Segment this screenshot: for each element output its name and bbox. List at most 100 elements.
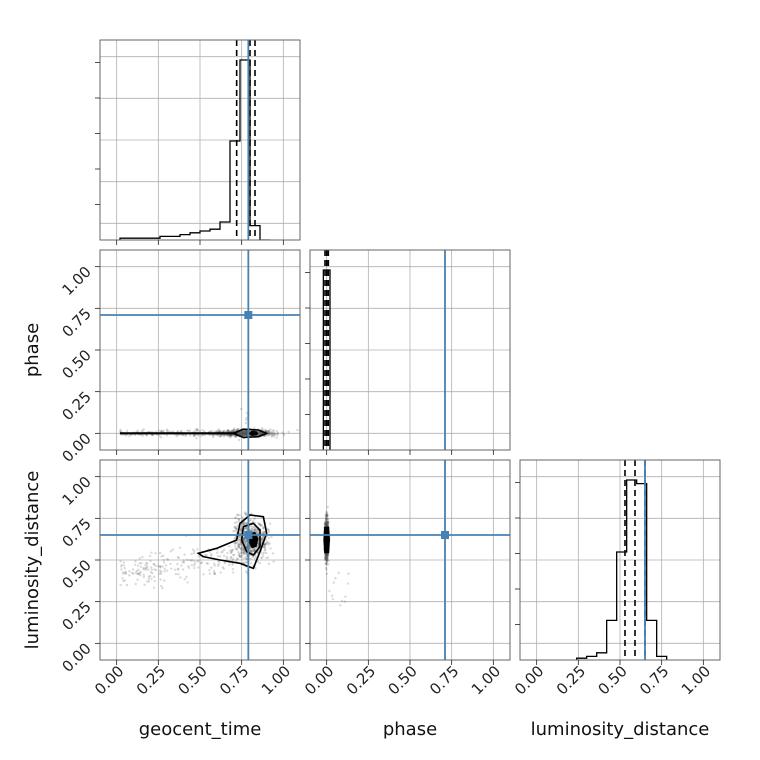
sample-point — [324, 562, 328, 566]
sample-point — [239, 546, 242, 549]
sample-point — [326, 518, 329, 521]
sample-point — [252, 549, 255, 553]
sample-point — [260, 556, 263, 559]
sample-point — [237, 432, 241, 435]
sample-point — [221, 566, 225, 569]
sample-point — [327, 521, 330, 524]
sample-point — [326, 552, 330, 556]
sample-point — [217, 429, 221, 433]
sample-point — [241, 431, 245, 434]
sample-point — [327, 553, 330, 556]
sample-point — [242, 551, 245, 554]
contour-core — [248, 430, 259, 436]
sample-point — [229, 555, 233, 559]
sample-point — [267, 530, 270, 534]
sample-point — [248, 547, 252, 550]
x-tick-label: 0.25 — [553, 662, 589, 698]
sample-point — [245, 561, 248, 564]
sample-point — [134, 563, 137, 566]
sample-point — [324, 556, 328, 559]
sample-point — [273, 432, 276, 435]
sample-point — [227, 430, 230, 433]
sample-point — [325, 523, 328, 526]
sample-point — [237, 550, 240, 554]
x-tick-label: 0.75 — [216, 662, 252, 698]
y-tick-label: 0.00 — [58, 429, 94, 465]
sample-point — [325, 558, 329, 562]
sample-point — [325, 524, 329, 528]
sample-point — [134, 571, 137, 574]
sample-point — [257, 542, 260, 546]
sample-point — [229, 434, 233, 438]
sample-point — [239, 551, 243, 554]
sample-point — [244, 433, 248, 436]
sample-point — [260, 539, 263, 542]
sample-point — [262, 526, 265, 529]
sample-point — [121, 577, 124, 580]
sample-point — [267, 429, 271, 433]
sample-point — [258, 431, 261, 434]
sample-point — [230, 434, 233, 437]
sample-point — [245, 527, 248, 530]
sample-point — [243, 432, 247, 436]
sample-point — [152, 575, 156, 579]
sample-point — [218, 435, 222, 438]
sample-point — [234, 516, 237, 520]
sample-point — [169, 550, 173, 553]
y-tick-label: 0.25 — [58, 598, 94, 634]
sample-point — [325, 552, 328, 556]
sample-point — [231, 571, 235, 574]
sample-point — [233, 529, 237, 533]
sample-point — [248, 546, 252, 550]
sample-point — [244, 543, 248, 547]
sample-point — [136, 564, 140, 567]
sample-point — [267, 562, 271, 565]
x-tick-label: 0.50 — [384, 662, 420, 698]
sample-point — [144, 564, 147, 567]
sample-point — [121, 572, 125, 575]
sample-point — [235, 520, 238, 524]
sample-point — [216, 564, 220, 567]
sample-point — [197, 566, 200, 569]
sample-point — [258, 433, 261, 436]
sample-point — [235, 559, 238, 563]
sample-point — [325, 524, 328, 527]
sample-point — [120, 565, 123, 568]
sample-point — [243, 432, 246, 436]
sample-point — [195, 428, 199, 432]
sample-point — [242, 433, 245, 437]
sample-point — [250, 550, 253, 554]
sample-point — [242, 430, 246, 434]
sample-point — [185, 429, 189, 432]
sample-point — [144, 568, 148, 571]
sample-point — [264, 428, 267, 432]
sample-point — [221, 550, 224, 553]
sample-point — [158, 551, 162, 555]
x-tick-label: 0.25 — [343, 662, 379, 698]
sample-point — [242, 522, 245, 526]
sample-point — [239, 528, 243, 532]
sample-point — [180, 564, 183, 567]
sample-point — [210, 553, 213, 556]
sample-point — [161, 429, 164, 433]
sample-point — [281, 431, 284, 434]
sample-point — [181, 568, 185, 571]
sample-point — [145, 561, 148, 565]
sample-point — [296, 428, 299, 432]
sample-point — [241, 433, 245, 436]
sample-point — [241, 433, 244, 437]
sample-point — [265, 541, 268, 545]
sample-point — [325, 514, 328, 518]
sample-point — [259, 523, 262, 527]
sample-point — [154, 564, 157, 568]
sample-point — [241, 431, 244, 435]
sample-point — [245, 433, 248, 436]
sample-point — [325, 559, 328, 563]
sample-point — [203, 433, 207, 437]
sample-point — [256, 550, 260, 554]
y-tick-label: 0.50 — [58, 556, 94, 592]
sample-point — [136, 429, 139, 432]
sample-point — [188, 558, 191, 562]
sample-point — [223, 430, 226, 433]
sample-point — [193, 562, 196, 565]
